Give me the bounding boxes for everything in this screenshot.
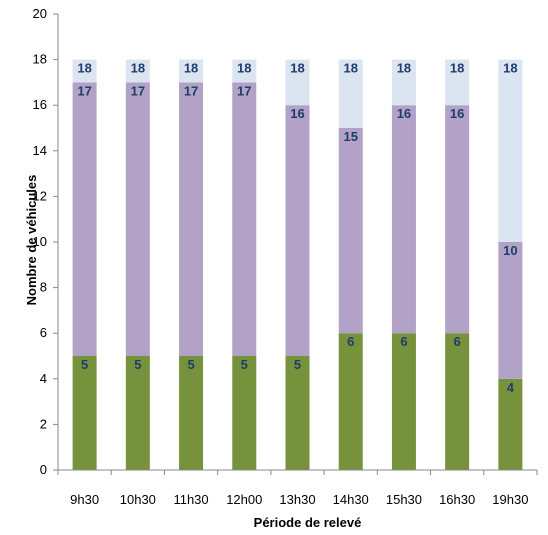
data-label: 5 [81, 357, 88, 372]
bar-segment [125, 356, 150, 470]
x-axis-ticks: 9h30 10h30 11h30 12h00 13h30 14h30 15h30 16h30 1… [57, 470, 538, 507]
y-tick-label: 12 [33, 188, 47, 203]
bar-segment [498, 242, 523, 379]
y-tick-label: 6 [40, 325, 47, 340]
x-tick-label: 12h00 [226, 492, 262, 507]
data-label: 5 [134, 357, 141, 372]
bar-segment [285, 105, 310, 356]
y-axis-ticks: 0 2 4 6 8 10 12 14 16 18 20 [33, 6, 58, 477]
data-labels-layer: 5 17 18 5 17 18 5 17 18 5 17 18 5 16 18 6 15 18 6 16 18 6 16 18… [77, 61, 517, 395]
y-tick-label: 2 [40, 416, 47, 431]
data-label: 18 [397, 61, 411, 76]
data-label: 17 [131, 83, 145, 98]
y-tick-label: 8 [40, 280, 47, 295]
data-label: 16 [290, 106, 304, 121]
x-tick-label: 10h30 [120, 492, 156, 507]
bar-segment [285, 59, 310, 106]
data-label: 5 [241, 357, 248, 372]
data-label: 18 [131, 61, 145, 76]
data-label: 18 [343, 61, 357, 76]
data-label: 18 [184, 61, 198, 76]
bar-segment [338, 128, 363, 334]
x-tick-label: 11h30 [173, 492, 208, 507]
x-axis-title: Période de relevé [254, 515, 362, 530]
bar-segment [72, 356, 97, 470]
bar-segment [232, 82, 257, 357]
bar-segment [391, 333, 416, 470]
y-tick-label: 0 [40, 462, 47, 477]
data-label: 18 [237, 61, 251, 76]
bar-segment [391, 59, 416, 106]
bar-segment [445, 59, 470, 106]
data-label: 5 [294, 357, 301, 372]
bar-segment [72, 82, 97, 357]
bar-segment [285, 356, 310, 470]
bar-segment [445, 105, 470, 334]
y-tick-label: 20 [33, 6, 47, 21]
bar-segment [72, 59, 97, 83]
y-tick-label: 4 [40, 371, 47, 386]
data-label: 6 [400, 334, 407, 349]
bar-segment [498, 59, 523, 242]
data-label: 16 [450, 106, 464, 121]
data-label: 16 [397, 106, 411, 121]
bar-segment [391, 105, 416, 334]
bar-segment [232, 59, 257, 83]
x-tick-label: 19h30 [492, 492, 528, 507]
bar-segment [232, 356, 257, 470]
bar-segment [338, 59, 363, 128]
y-tick-label: 14 [33, 143, 47, 158]
bar-segment [179, 59, 204, 83]
bar-segment [179, 356, 204, 470]
data-label: 18 [77, 61, 91, 76]
y-tick-label: 16 [33, 97, 47, 112]
bars-layer [72, 59, 523, 470]
x-tick-label: 13h30 [279, 492, 315, 507]
data-label: 6 [347, 334, 354, 349]
data-label: 17 [237, 83, 251, 98]
x-tick-label: 15h30 [386, 492, 422, 507]
data-label: 18 [290, 61, 304, 76]
data-label: 10 [503, 243, 517, 258]
data-label: 4 [507, 380, 515, 395]
bar-segment [445, 333, 470, 470]
x-tick-label: 16h30 [439, 492, 475, 507]
y-axis-title: Nombre de véhicules [24, 175, 39, 306]
y-tick-label: 18 [33, 52, 47, 67]
data-label: 17 [77, 83, 91, 98]
bar-segment [498, 378, 523, 470]
data-label: 15 [343, 129, 357, 144]
bar-segment [125, 59, 150, 83]
x-tick-label: 9h30 [70, 492, 99, 507]
data-label: 18 [450, 61, 464, 76]
bar-segment [179, 82, 204, 357]
x-tick-label: 14h30 [333, 492, 369, 507]
bar-segment [125, 82, 150, 357]
y-tick-label: 10 [33, 234, 47, 249]
data-label: 5 [187, 357, 194, 372]
data-label: 6 [454, 334, 461, 349]
bar-segment [338, 333, 363, 470]
data-label: 17 [184, 83, 198, 98]
data-label: 18 [503, 61, 517, 76]
